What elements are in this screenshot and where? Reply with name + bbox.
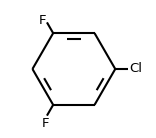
Text: Cl: Cl bbox=[130, 63, 143, 75]
Text: F: F bbox=[38, 14, 46, 27]
Text: F: F bbox=[42, 117, 50, 130]
